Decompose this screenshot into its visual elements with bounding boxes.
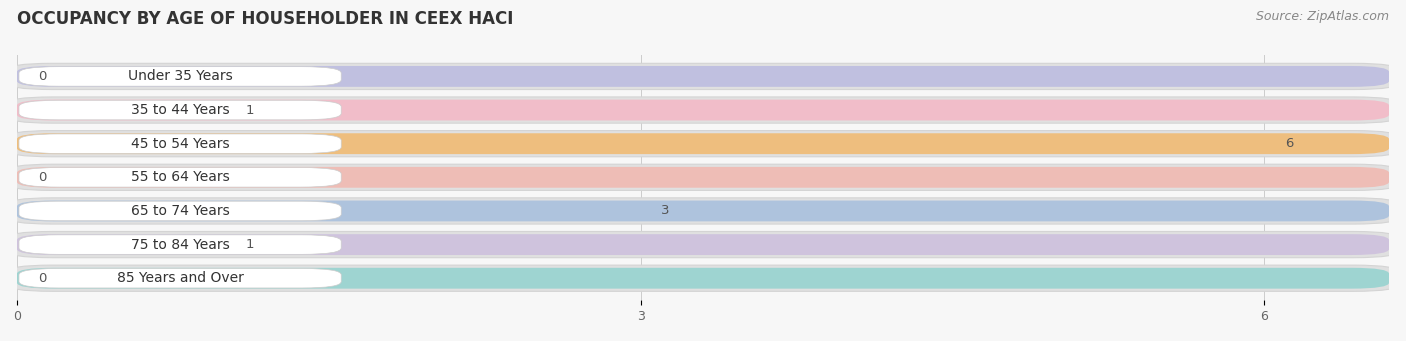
Text: 45 to 54 Years: 45 to 54 Years [131, 137, 229, 151]
Text: OCCUPANCY BY AGE OF HOUSEHOLDER IN CEEX HACI: OCCUPANCY BY AGE OF HOUSEHOLDER IN CEEX … [17, 10, 513, 28]
FancyBboxPatch shape [17, 268, 1389, 288]
Text: 65 to 74 Years: 65 to 74 Years [131, 204, 229, 218]
Text: 35 to 44 Years: 35 to 44 Years [131, 103, 229, 117]
FancyBboxPatch shape [17, 66, 1389, 87]
FancyBboxPatch shape [17, 234, 1389, 255]
FancyBboxPatch shape [7, 131, 1399, 157]
Text: Under 35 Years: Under 35 Years [128, 70, 232, 84]
Text: 0: 0 [38, 272, 46, 285]
FancyBboxPatch shape [7, 198, 1399, 224]
FancyBboxPatch shape [18, 100, 342, 120]
FancyBboxPatch shape [17, 100, 1389, 120]
FancyBboxPatch shape [7, 164, 1399, 190]
FancyBboxPatch shape [18, 201, 342, 221]
Text: 0: 0 [38, 70, 46, 83]
FancyBboxPatch shape [7, 63, 1399, 90]
FancyBboxPatch shape [17, 167, 1389, 188]
FancyBboxPatch shape [17, 201, 1389, 221]
Text: 1: 1 [246, 238, 254, 251]
Text: 3: 3 [661, 205, 669, 218]
Text: 55 to 64 Years: 55 to 64 Years [131, 170, 229, 184]
Text: Source: ZipAtlas.com: Source: ZipAtlas.com [1256, 10, 1389, 23]
Text: 6: 6 [1285, 137, 1294, 150]
Text: 0: 0 [38, 171, 46, 184]
FancyBboxPatch shape [18, 67, 342, 86]
FancyBboxPatch shape [18, 235, 342, 254]
FancyBboxPatch shape [18, 268, 342, 288]
Text: 1: 1 [246, 104, 254, 117]
FancyBboxPatch shape [18, 167, 342, 187]
FancyBboxPatch shape [18, 134, 342, 153]
FancyBboxPatch shape [7, 265, 1399, 291]
Text: 75 to 84 Years: 75 to 84 Years [131, 238, 229, 252]
FancyBboxPatch shape [7, 97, 1399, 123]
FancyBboxPatch shape [7, 232, 1399, 258]
Text: 85 Years and Over: 85 Years and Over [117, 271, 243, 285]
FancyBboxPatch shape [17, 133, 1389, 154]
